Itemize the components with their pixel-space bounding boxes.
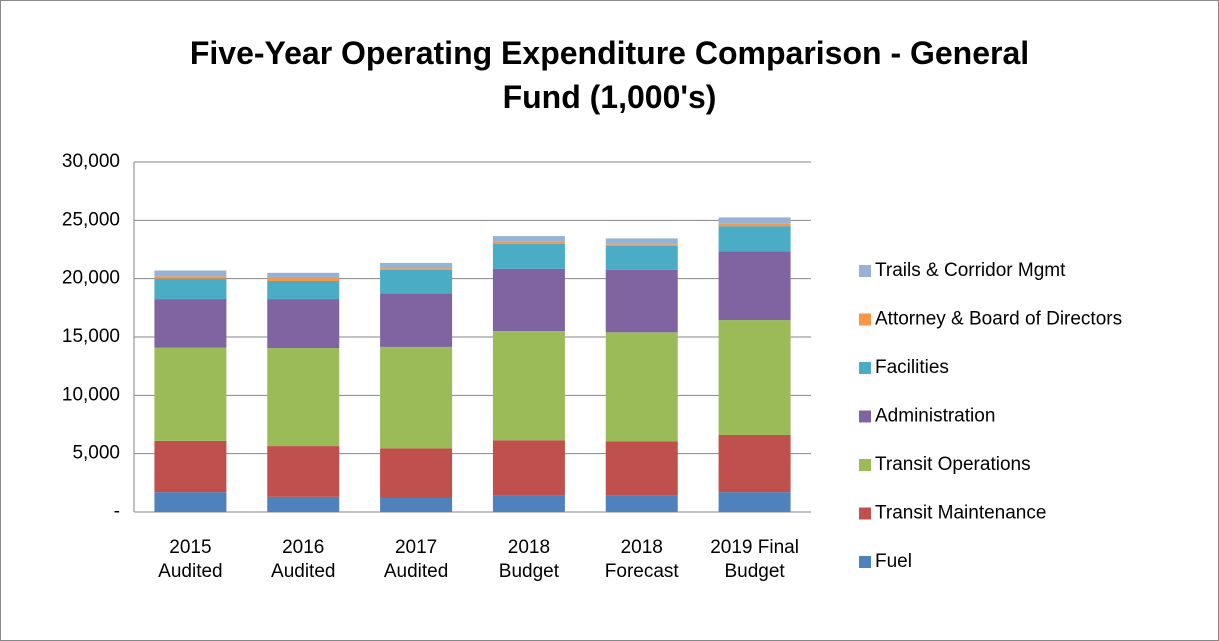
bar-segment	[718, 226, 791, 252]
bar-segment	[154, 440, 227, 493]
bar-segment	[718, 251, 791, 321]
bar-segment	[154, 276, 227, 279]
bar-segment	[718, 223, 791, 227]
bar-segment	[718, 435, 791, 493]
bar-segment	[718, 320, 791, 435]
y-tick-label: 20,000	[62, 268, 120, 289]
bar-segment	[267, 278, 340, 281]
bar-segment	[380, 268, 453, 270]
bar-segment	[380, 448, 453, 498]
legend-label: Fuel	[875, 551, 912, 572]
bar-segment	[492, 236, 565, 242]
x-tick-label: 2015 Audited	[158, 537, 223, 582]
bar-segment	[605, 238, 678, 245]
bar-segment	[718, 217, 791, 224]
bar-segment	[380, 262, 453, 269]
bar-segment	[154, 347, 227, 441]
bar-segment	[267, 446, 340, 497]
bar-segment	[605, 269, 678, 333]
legend-label: Transit Operations	[875, 454, 1031, 475]
legend-label: Attorney & Board of Directors	[875, 309, 1122, 330]
y-tick-label: 30,000	[62, 151, 120, 172]
bar-segment	[154, 492, 227, 512]
bar-segment	[605, 332, 678, 442]
bar-segment	[154, 278, 227, 300]
bar-segment	[154, 299, 227, 348]
legend-label: Transit Maintenance	[875, 503, 1046, 524]
y-tick-label: 5,000	[72, 443, 120, 464]
legend-label: Facilities	[875, 357, 949, 378]
bar-segment	[492, 241, 565, 244]
legend-swatch	[859, 459, 871, 471]
legend-swatch	[859, 313, 871, 326]
bar-segment	[267, 348, 340, 447]
legend-swatch	[859, 362, 871, 374]
x-tick-label: 2017 Audited	[383, 537, 449, 582]
y-tick-label: -	[114, 501, 120, 522]
bar-segment	[492, 331, 565, 441]
bar-segment	[267, 299, 340, 349]
legend-swatch	[859, 410, 871, 423]
bar-segment	[154, 270, 227, 277]
bar-segment	[605, 495, 678, 512]
bar-segment	[380, 346, 453, 449]
bar-segment	[380, 269, 453, 294]
y-tick-label: 15,000	[62, 326, 120, 347]
legend-label: Trails & Corridor Mgmt	[875, 260, 1066, 281]
y-tick-label: 25,000	[62, 209, 120, 230]
bar-segment	[267, 496, 340, 512]
bar-segment	[267, 281, 340, 300]
legend-swatch	[859, 507, 871, 520]
legend-swatch	[859, 265, 871, 277]
bar-segment	[380, 498, 453, 512]
bar-segment	[605, 244, 678, 246]
x-tick-label: 2016 Audited	[271, 537, 336, 582]
x-tick-label: 2018 Budget	[498, 537, 560, 582]
bar-segment	[718, 492, 791, 512]
legend-label: Administration	[875, 406, 995, 427]
bar-segment	[380, 293, 453, 347]
x-tick-label: 2019 Final Budget	[710, 537, 799, 582]
bar-segment	[267, 272, 340, 279]
y-tick-label: 10,000	[62, 384, 120, 405]
bar-segment	[492, 268, 565, 332]
chart-title: Five-Year Operating Expenditure Comparis…	[189, 35, 1030, 115]
bar-segment	[492, 243, 565, 269]
bar-segment	[605, 246, 678, 270]
bar-segment	[492, 440, 565, 496]
x-tick-label: 2018 Forecast	[604, 537, 679, 582]
bar-segment	[492, 495, 565, 512]
bar-segment	[605, 441, 678, 496]
legend-swatch	[859, 556, 871, 568]
title-box: Five-Year Operating Expenditure Comparis…	[1, 31, 1218, 119]
